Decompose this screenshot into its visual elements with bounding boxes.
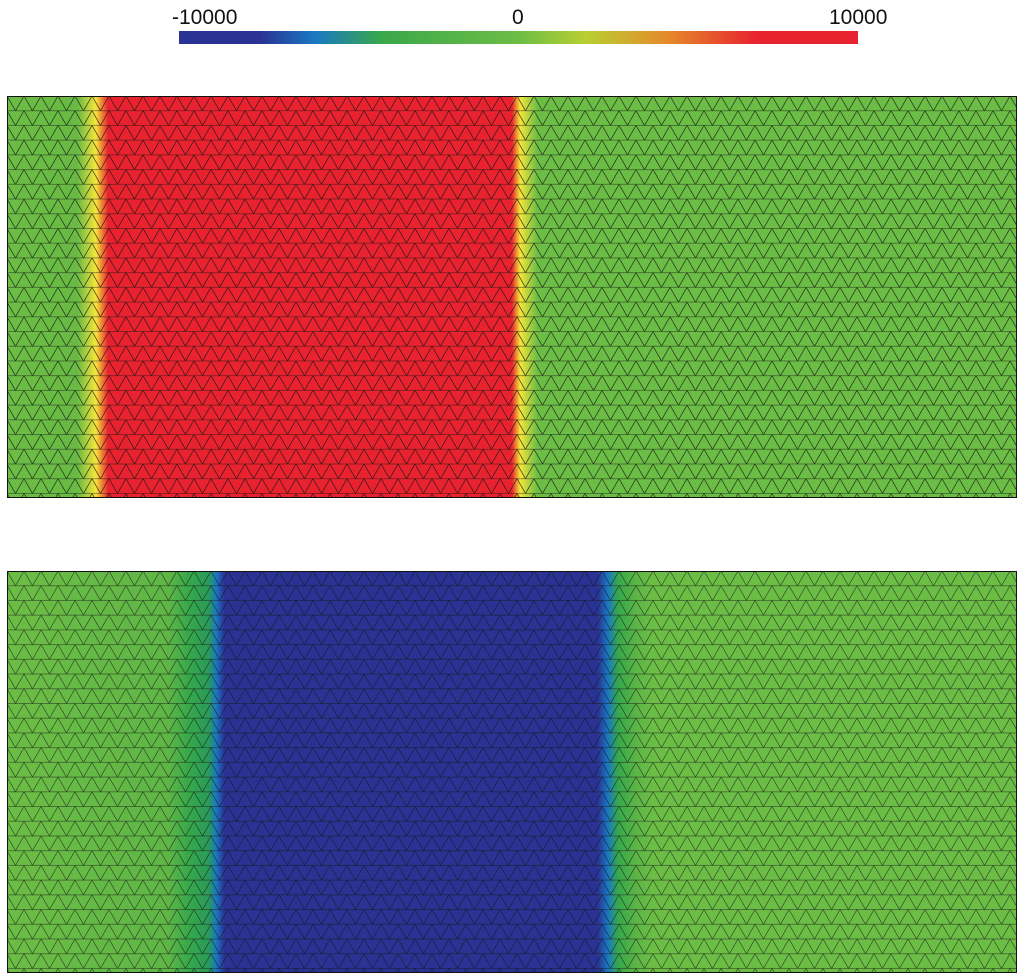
panel-top-border (7, 96, 1017, 498)
colorbar-fill (179, 31, 858, 44)
panel-bottom-mesh (7, 571, 1017, 973)
colorbar-mid-label: 0 (512, 6, 524, 29)
panel-top-mesh (7, 96, 1017, 498)
colorbar-gradient (179, 31, 858, 44)
colorbar-min-label: -10000 (172, 6, 238, 29)
panel-bottom-border (7, 571, 1017, 973)
colorbar-max-label: 10000 (829, 6, 888, 29)
mesh-panel-bottom (7, 571, 1017, 973)
mesh-panel-top (7, 96, 1017, 498)
colorbar-legend: -10000 0 10000 (0, 0, 1024, 50)
